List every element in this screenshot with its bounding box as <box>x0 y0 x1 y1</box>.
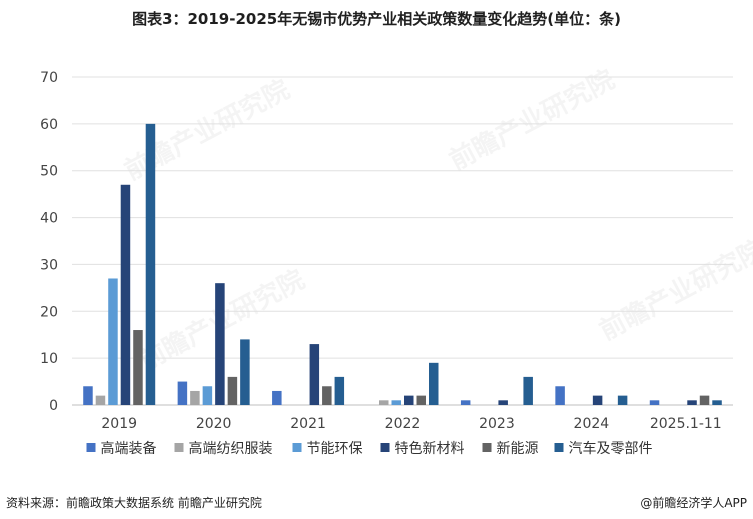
legend-swatch <box>86 443 96 452</box>
bar <box>322 386 332 405</box>
bar <box>687 400 697 405</box>
x-tick-label: 2022 <box>385 416 421 432</box>
bar <box>309 344 320 405</box>
y-tick-label: 0 <box>49 398 58 414</box>
legend-label: 高端装备 <box>101 440 157 457</box>
bar <box>712 400 722 405</box>
bar <box>334 376 345 405</box>
y-tick-label: 60 <box>40 117 58 133</box>
bar <box>83 386 93 405</box>
y-tick-label: 70 <box>40 70 58 86</box>
legend-swatch <box>292 443 302 452</box>
bar <box>108 278 118 405</box>
source-note: 资料来源：前瞻政策大数据系统 前瞻产业研究院 <box>6 496 262 510</box>
chart-title: 图表3：2019-2025年无锡市优势产业相关政策数量变化趋势(单位：条) <box>132 10 621 28</box>
x-tick-label: 2024 <box>574 416 610 432</box>
bar <box>202 386 213 405</box>
x-tick-label: 2023 <box>479 416 515 432</box>
bar <box>133 330 143 405</box>
bar <box>240 339 250 405</box>
brand-credit: @前瞻经济学人APP <box>640 496 747 510</box>
bar <box>429 362 439 405</box>
bar <box>215 283 225 405</box>
bar <box>95 395 106 405</box>
bar <box>404 395 414 405</box>
bar <box>227 376 238 405</box>
y-tick-label: 20 <box>40 304 58 320</box>
x-tick-label: 2019 <box>101 416 137 432</box>
bar <box>498 400 508 405</box>
legend-swatch <box>554 443 564 452</box>
y-tick-label: 30 <box>40 257 58 273</box>
x-tick-label: 2025.1-11 <box>650 416 722 432</box>
y-tick-label: 10 <box>40 351 58 367</box>
bar <box>177 381 188 405</box>
legend-label: 节能环保 <box>307 441 363 457</box>
legend-label: 汽车及零部件 <box>569 440 653 457</box>
x-tick-label: 2021 <box>290 416 326 432</box>
bar <box>145 123 156 405</box>
x-tick-label: 2020 <box>196 416 232 432</box>
y-tick-label: 50 <box>40 164 58 180</box>
bar <box>617 395 628 405</box>
bar <box>391 400 401 405</box>
y-tick-label: 40 <box>40 211 58 227</box>
bar <box>190 390 200 405</box>
legend-label: 新能源 <box>497 441 539 457</box>
bar <box>699 395 710 405</box>
bar <box>460 400 471 405</box>
legend-swatch <box>380 443 390 452</box>
bar <box>379 400 389 405</box>
legend-swatch <box>174 443 184 452</box>
bar <box>416 395 426 405</box>
legend-label: 高端纺织服装 <box>189 440 273 457</box>
bar <box>523 376 533 405</box>
legend-swatch <box>482 443 492 452</box>
legend-label: 特色新材料 <box>395 440 465 457</box>
bar <box>649 400 660 405</box>
bar <box>272 390 282 405</box>
bar <box>555 386 565 405</box>
bar <box>592 395 603 405</box>
bar <box>120 184 131 405</box>
